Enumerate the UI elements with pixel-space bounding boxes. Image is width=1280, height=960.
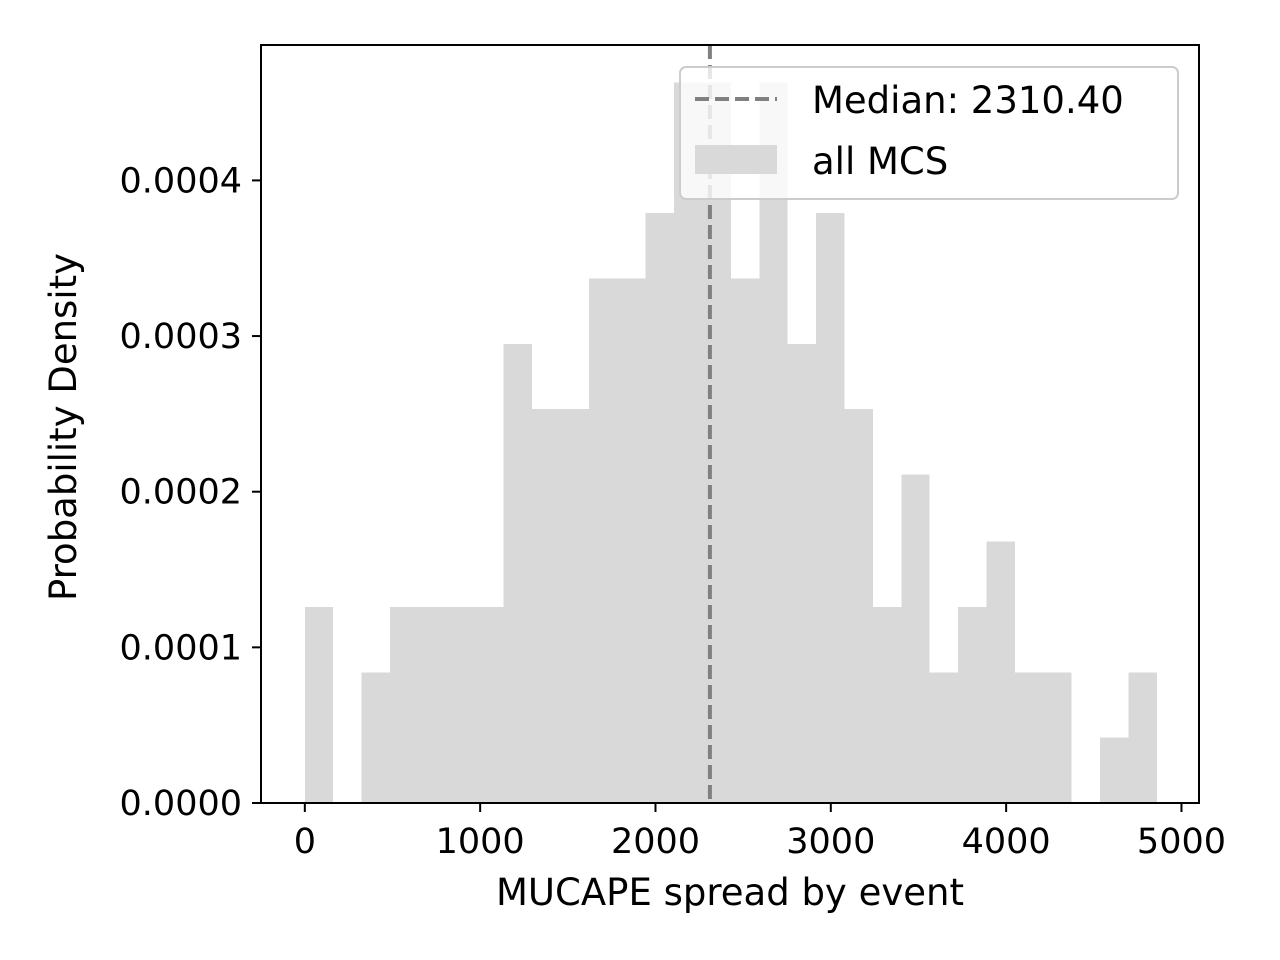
histogram-bar	[361, 672, 391, 803]
histogram-bar	[674, 82, 731, 804]
y-axis: 0.0000 0.0001 0.0002 0.0003 0.0004	[120, 161, 261, 824]
legend-median-label: Median: 2310.40	[812, 79, 1124, 122]
histogram-bar	[304, 606, 334, 803]
x-axis: 0 1000 2000 3000 4000 5000	[294, 803, 1226, 862]
histogram-bar	[958, 606, 987, 803]
histogram-bar	[1100, 737, 1129, 803]
histogram-bar	[503, 343, 533, 803]
histogram-bar	[645, 213, 675, 803]
x-tick-label: 2000	[611, 822, 700, 862]
histogram-bar	[872, 606, 902, 803]
histogram-bar	[816, 213, 845, 803]
histogram-bar	[390, 606, 504, 803]
y-axis-title: Probability Density	[42, 253, 85, 601]
x-tick-label: 3000	[786, 822, 875, 862]
y-tick-label: 0.0002	[120, 473, 242, 513]
histogram-bar	[532, 409, 589, 803]
histogram-bars	[304, 82, 1157, 804]
histogram-bar	[588, 278, 646, 803]
x-tick-label: 1000	[436, 822, 525, 862]
histogram-bar	[986, 541, 1015, 803]
histogram-bar	[730, 278, 760, 803]
y-tick-label: 0.0001	[120, 628, 242, 668]
legend-box	[679, 66, 1179, 200]
y-tick-label: 0.0003	[120, 317, 242, 357]
y-tick-label: 0.0004	[120, 161, 242, 201]
histogram-bar	[901, 474, 930, 803]
legend-all-mcs-swatch	[695, 145, 777, 174]
x-axis-title: MUCAPE spread by event	[496, 871, 964, 914]
y-tick-label: 0.0000	[120, 784, 242, 824]
histogram-bar	[1128, 672, 1157, 803]
histogram-bar	[1014, 672, 1072, 803]
histogram-bar	[929, 672, 959, 803]
x-tick-label: 0	[294, 822, 316, 862]
x-tick-label: 5000	[1137, 822, 1226, 862]
histogram-bar	[844, 409, 873, 803]
x-tick-label: 4000	[962, 822, 1051, 862]
histogram-bar	[759, 82, 788, 804]
legend-all-mcs-label: all MCS	[812, 140, 948, 183]
plot-frame	[260, 44, 1200, 804]
legend: Median: 2310.40 all MCS	[679, 66, 1179, 200]
histogram-bar	[787, 343, 817, 803]
